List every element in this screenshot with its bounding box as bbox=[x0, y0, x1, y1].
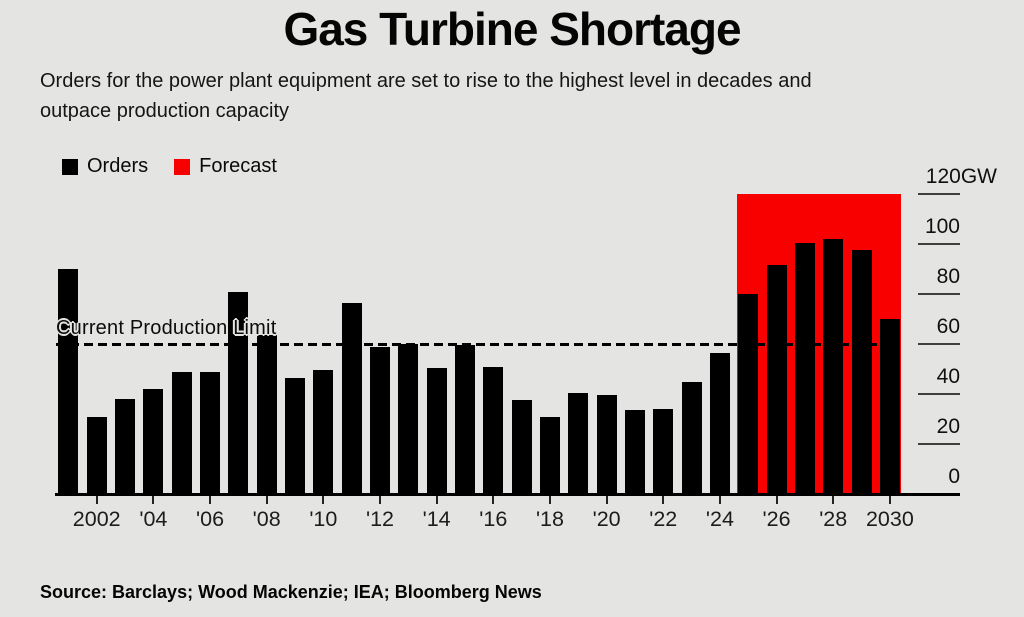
x-tick-label: '06 bbox=[196, 507, 225, 531]
production-limit-label: Current Production Limit bbox=[56, 317, 277, 339]
y-tick-label: 120GW bbox=[925, 165, 997, 188]
source-note: Source: Barclays; Wood Mackenzie; IEA; B… bbox=[40, 582, 542, 602]
y-tick-label: 60 bbox=[936, 315, 960, 338]
bar-2018 bbox=[539, 416, 560, 494]
y-tick-line bbox=[918, 293, 960, 295]
y-tick-label: 20 bbox=[936, 415, 960, 438]
x-tick-label: '10 bbox=[309, 507, 338, 531]
y-tick-line bbox=[918, 193, 960, 195]
y-tick-label: 0 bbox=[948, 465, 960, 488]
x-tick bbox=[492, 496, 495, 504]
legend-forecast-label: Forecast bbox=[199, 155, 277, 177]
x-tick bbox=[832, 496, 835, 504]
bar-2027 bbox=[794, 242, 815, 494]
x-tick bbox=[322, 496, 325, 504]
bar-2011 bbox=[341, 302, 362, 494]
x-tick bbox=[152, 496, 155, 504]
x-tick bbox=[888, 496, 891, 504]
bar-2013 bbox=[398, 344, 419, 494]
bar-2012 bbox=[369, 346, 390, 494]
bar-2026 bbox=[766, 265, 787, 494]
x-tick-label: '18 bbox=[535, 507, 564, 531]
x-tick bbox=[265, 496, 268, 504]
bar-2008 bbox=[256, 335, 277, 494]
forecast-swatch-icon bbox=[174, 158, 191, 175]
y-tick-line bbox=[918, 393, 960, 395]
bar-2001 bbox=[58, 269, 79, 494]
x-tick bbox=[662, 496, 665, 504]
y-tick-label: 100 bbox=[924, 215, 960, 238]
bar-2024 bbox=[709, 352, 730, 494]
x-axis-line bbox=[55, 493, 960, 496]
bar-2016 bbox=[483, 366, 504, 494]
bar-2025 bbox=[738, 294, 759, 494]
x-tick-label: '28 bbox=[819, 507, 848, 531]
x-tick bbox=[605, 496, 608, 504]
legend-orders-label: Orders bbox=[87, 155, 149, 177]
bar-2019 bbox=[568, 392, 589, 494]
bar-2023 bbox=[681, 381, 702, 494]
x-tick-label: '24 bbox=[705, 507, 734, 531]
bar-2004 bbox=[143, 389, 164, 494]
x-tick bbox=[209, 496, 212, 504]
x-tick-label: '12 bbox=[365, 507, 394, 531]
bar-2021 bbox=[624, 410, 645, 494]
bar-2010 bbox=[313, 370, 334, 494]
bar-2002 bbox=[86, 416, 107, 494]
bar-2029 bbox=[851, 250, 872, 494]
x-tick-label: '16 bbox=[479, 507, 508, 531]
y-tick-line bbox=[918, 443, 960, 445]
bar-2007 bbox=[228, 291, 249, 494]
bar-2005 bbox=[171, 371, 192, 494]
x-tick bbox=[435, 496, 438, 504]
x-tick-label: '08 bbox=[252, 507, 281, 531]
bar-2014 bbox=[426, 367, 447, 494]
chart-subtitle-line-2: outpace production capacity bbox=[40, 100, 290, 122]
bar-2030 bbox=[879, 319, 900, 494]
bar-2020 bbox=[596, 395, 617, 494]
bar-2022 bbox=[653, 409, 674, 494]
y-tick-label: 40 bbox=[936, 365, 960, 388]
x-tick bbox=[548, 496, 551, 504]
x-tick-label: '04 bbox=[139, 507, 168, 531]
legend-item-orders: Orders bbox=[62, 155, 148, 178]
bar-2028 bbox=[823, 239, 844, 494]
orders-swatch-icon bbox=[62, 158, 78, 175]
x-tick-label: '26 bbox=[762, 507, 791, 531]
x-tick-label: '22 bbox=[649, 507, 678, 531]
y-tick-line bbox=[918, 343, 960, 345]
x-tick-label: '14 bbox=[422, 507, 451, 531]
legend: Orders Forecast bbox=[62, 155, 277, 178]
bar-2003 bbox=[115, 399, 136, 494]
y-tick-label: 80 bbox=[936, 265, 960, 288]
bar-2009 bbox=[285, 377, 306, 494]
chart-subtitle: Orders for the power plant equipment are… bbox=[40, 66, 812, 126]
bar-2006 bbox=[200, 371, 221, 494]
x-tick-label: 2002 bbox=[72, 507, 121, 531]
chart-subtitle-line-1: Orders for the power plant equipment are… bbox=[40, 70, 812, 92]
chart-title: Gas Turbine Shortage bbox=[283, 3, 741, 55]
x-tick-label: 2030 bbox=[865, 507, 914, 531]
x-tick bbox=[95, 496, 98, 504]
x-tick bbox=[775, 496, 778, 504]
x-tick bbox=[718, 496, 721, 504]
y-tick-line bbox=[918, 243, 960, 245]
x-tick-label: '20 bbox=[592, 507, 621, 531]
x-tick bbox=[378, 496, 381, 504]
bar-2015 bbox=[454, 345, 475, 494]
legend-item-forecast: Forecast bbox=[174, 155, 277, 178]
bar-2017 bbox=[511, 400, 532, 494]
production-limit-line bbox=[56, 343, 900, 346]
